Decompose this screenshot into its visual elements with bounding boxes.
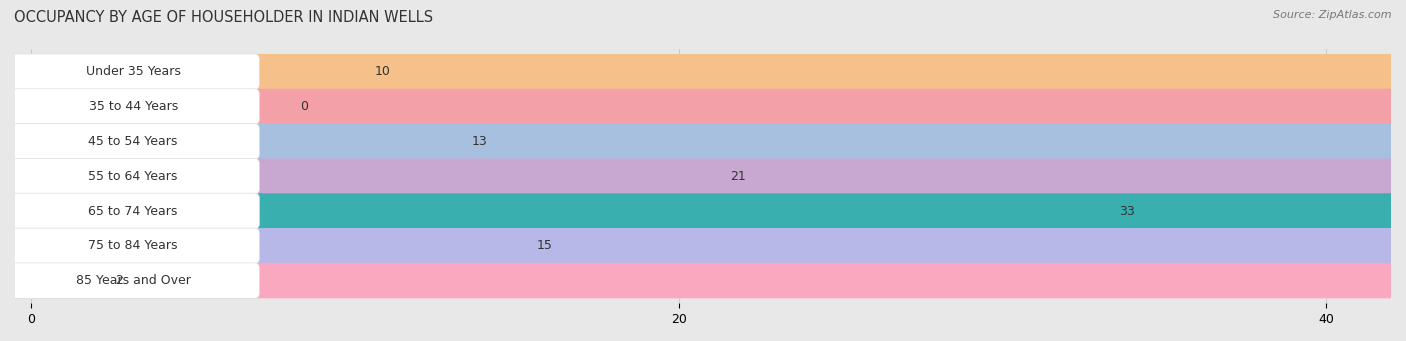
Text: 75 to 84 Years: 75 to 84 Years xyxy=(89,239,179,252)
FancyBboxPatch shape xyxy=(10,89,1396,124)
FancyBboxPatch shape xyxy=(7,54,260,89)
FancyBboxPatch shape xyxy=(7,123,260,159)
Text: 15: 15 xyxy=(536,239,553,252)
Text: Under 35 Years: Under 35 Years xyxy=(86,65,180,78)
Text: 35 to 44 Years: 35 to 44 Years xyxy=(89,100,177,113)
FancyBboxPatch shape xyxy=(10,123,1396,159)
FancyBboxPatch shape xyxy=(10,159,1396,194)
FancyBboxPatch shape xyxy=(7,228,260,264)
FancyBboxPatch shape xyxy=(7,89,260,124)
FancyBboxPatch shape xyxy=(10,263,1396,298)
Text: 45 to 54 Years: 45 to 54 Years xyxy=(89,135,179,148)
Text: Source: ZipAtlas.com: Source: ZipAtlas.com xyxy=(1274,10,1392,20)
FancyBboxPatch shape xyxy=(7,159,260,194)
FancyBboxPatch shape xyxy=(10,54,1396,89)
FancyBboxPatch shape xyxy=(10,193,1396,229)
FancyBboxPatch shape xyxy=(10,159,1396,194)
FancyBboxPatch shape xyxy=(10,123,1396,159)
Text: 55 to 64 Years: 55 to 64 Years xyxy=(89,170,179,183)
Text: 33: 33 xyxy=(1119,205,1135,218)
Text: 21: 21 xyxy=(731,170,747,183)
Text: OCCUPANCY BY AGE OF HOUSEHOLDER IN INDIAN WELLS: OCCUPANCY BY AGE OF HOUSEHOLDER IN INDIA… xyxy=(14,10,433,25)
FancyBboxPatch shape xyxy=(10,263,1396,298)
Text: 2: 2 xyxy=(115,274,124,287)
FancyBboxPatch shape xyxy=(10,89,1396,124)
Text: 10: 10 xyxy=(374,65,391,78)
FancyBboxPatch shape xyxy=(10,228,1396,264)
FancyBboxPatch shape xyxy=(10,54,1396,89)
Text: 0: 0 xyxy=(299,100,308,113)
FancyBboxPatch shape xyxy=(10,193,1396,229)
FancyBboxPatch shape xyxy=(7,263,260,298)
Text: 13: 13 xyxy=(471,135,488,148)
FancyBboxPatch shape xyxy=(7,193,260,229)
Text: 65 to 74 Years: 65 to 74 Years xyxy=(89,205,179,218)
FancyBboxPatch shape xyxy=(10,228,1396,264)
Text: 85 Years and Over: 85 Years and Over xyxy=(76,274,191,287)
